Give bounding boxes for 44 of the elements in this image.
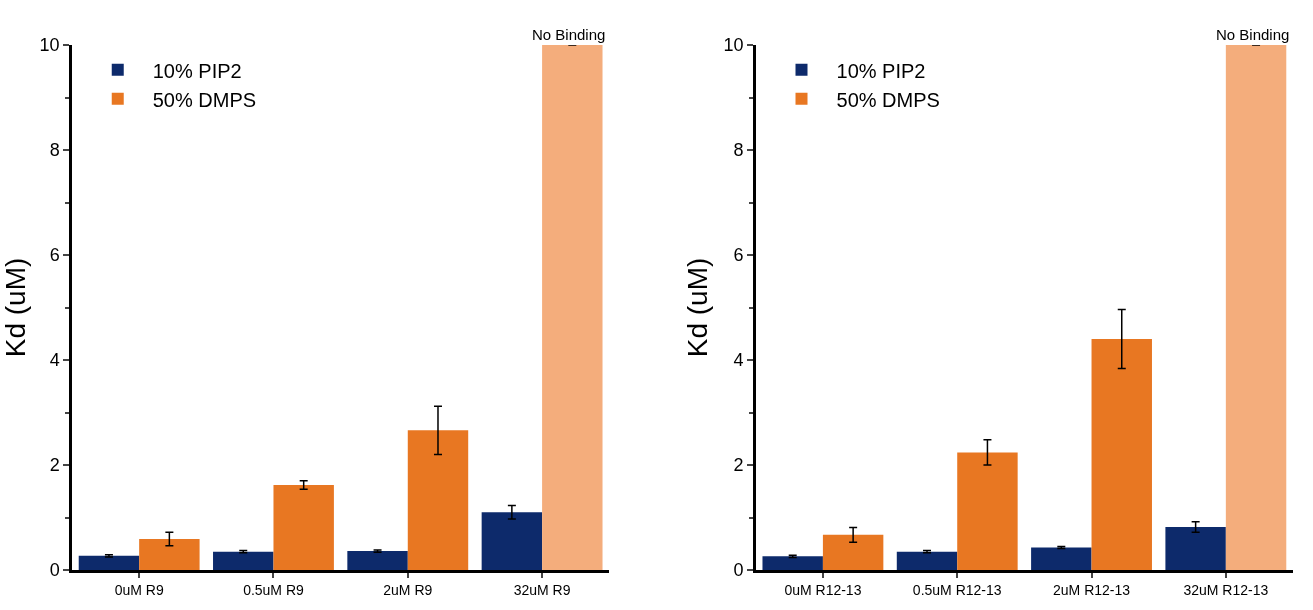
bar — [1091, 339, 1152, 570]
y-tick-label: 10 — [723, 35, 744, 56]
y-tick-label: 10 — [39, 35, 60, 56]
y-tick-label: 4 — [733, 350, 744, 371]
y-tick-label: 2 — [49, 455, 60, 476]
bar — [273, 484, 334, 570]
bar — [957, 452, 1018, 570]
bar — [1031, 547, 1092, 570]
x-tick-label: 2uM R9 — [383, 581, 433, 598]
bar — [407, 430, 469, 570]
y-axis-title: Kd (uM) — [682, 257, 714, 358]
annotation: No Binding — [532, 26, 606, 43]
x-tick-label: 0uM R9 — [114, 581, 164, 598]
legend-label: 10% PIP2 — [836, 59, 926, 82]
y-axis-title: Kd (uM) — [0, 257, 31, 358]
bar — [481, 512, 543, 570]
bar — [822, 534, 884, 570]
y-tick-label: 2 — [733, 455, 744, 476]
bar — [347, 551, 408, 570]
x-tick-label: 0.5uM R9 — [243, 581, 305, 598]
x-tick-label: 0.5uM R12-13 — [912, 581, 1002, 598]
x-tick-label: 2uM R12-13 — [1053, 581, 1131, 598]
bar — [896, 551, 958, 570]
y-tick-label: 8 — [49, 140, 60, 161]
legend-label: 50% DMPS — [152, 88, 257, 111]
bar — [78, 555, 140, 570]
y-tick-label: 6 — [49, 245, 60, 266]
bar — [1225, 45, 1287, 570]
bar — [139, 539, 200, 570]
x-tick-label: 32uM R9 — [513, 581, 571, 598]
y-tick-label: 0 — [49, 560, 60, 581]
legend-label: 10% PIP2 — [152, 59, 242, 82]
bar — [1165, 526, 1226, 570]
x-tick-label: 0uM R12-13 — [784, 581, 862, 598]
annotation: No Binding — [1216, 26, 1290, 43]
y-tick-label: 0 — [733, 560, 744, 581]
legend-label: 50% DMPS — [836, 88, 940, 111]
x-tick-label: 32uM R12-13 — [1183, 581, 1269, 598]
y-tick-label: 8 — [733, 140, 744, 161]
bar — [762, 556, 823, 570]
bar — [213, 551, 274, 570]
y-tick-label: 4 — [49, 350, 60, 371]
bar — [542, 45, 603, 570]
y-tick-label: 6 — [733, 245, 744, 266]
